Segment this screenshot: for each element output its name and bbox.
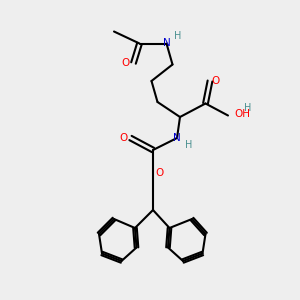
- Text: H: H: [174, 31, 182, 41]
- Text: O: O: [120, 133, 128, 143]
- Text: OH: OH: [234, 109, 250, 119]
- Text: N: N: [163, 38, 170, 49]
- Text: N: N: [173, 133, 181, 143]
- Text: H: H: [185, 140, 193, 150]
- Text: O: O: [122, 58, 130, 68]
- Text: H: H: [244, 103, 251, 113]
- Text: O: O: [155, 168, 164, 178]
- Text: O: O: [211, 76, 220, 86]
